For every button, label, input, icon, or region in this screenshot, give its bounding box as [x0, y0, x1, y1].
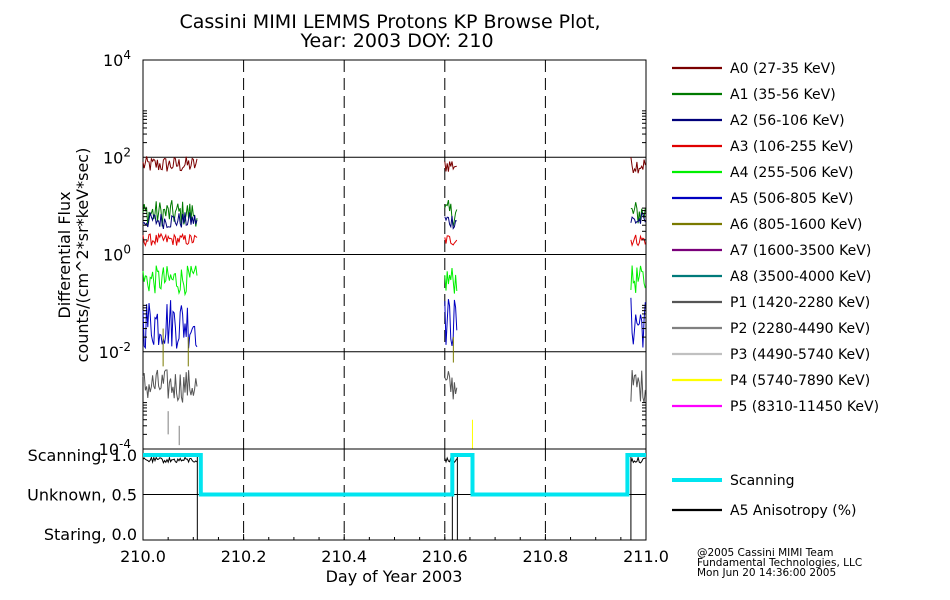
- flux-series-4-segment-1: [444, 268, 458, 294]
- legend-label-13: P5 (8310-11450 KeV): [730, 399, 879, 415]
- mode-legend-label-1: A5 Anisotropy (%): [730, 503, 857, 519]
- flux-series-4-segment-2: [630, 265, 646, 293]
- flux-panel: 10-4 10-2 100 102 104: [99, 48, 647, 459]
- x-axis-ticks: 210.0 210.2 210.4 210.6 210.8 211.0: [120, 534, 669, 566]
- chart-title-line-2: Year: 2003 DOY: 210: [299, 30, 493, 52]
- legend-flux: A0 (27-35 KeV) A1 (35-56 KeV) A2 (56-106 K…: [672, 61, 879, 415]
- anisotropy-segment-2: [630, 455, 646, 464]
- mode-y-ticks: Scanning, 1.0 Unknown, 0.5 Staring, 0.0: [27, 446, 137, 544]
- legend-label-10: P2 (2280-4490 KeV): [730, 321, 870, 337]
- flux-grid: [143, 60, 646, 449]
- x-tick-label-4: 210.8: [522, 547, 568, 566]
- legend-label-12: P4 (5740-7890 KeV): [730, 373, 870, 389]
- flux-series-9-segment-0: [142, 369, 198, 403]
- footer-company: Fundamental Technologies, LLC: [697, 557, 862, 569]
- flux-series-0-segment-0: [142, 156, 198, 172]
- x-tick-label-1: 210.2: [221, 547, 267, 566]
- mode-legend-label-0: Scanning: [730, 473, 795, 489]
- flux-series-4-segment-0: [142, 265, 198, 297]
- flux-series-3-segment-2: [630, 234, 646, 247]
- anisotropy-segment-0: [142, 455, 198, 465]
- scanning-step-line: [143, 453, 646, 497]
- flux-series-2-segment-0: [142, 212, 198, 230]
- flux-series-1-segment-0: [142, 200, 198, 227]
- legend-label-6: A6 (805-1600 KeV): [730, 217, 862, 233]
- chart-title-line-1: Cassini MIMI LEMMS Protons KP Browse Plo…: [179, 11, 600, 33]
- flux-y-tick-label: 100: [103, 243, 131, 265]
- legend-label-8: A8 (3500-4000 KeV): [730, 269, 871, 285]
- flux-y-tick-label: 10-4: [99, 437, 131, 459]
- mode-y-tick-label-2: Staring, 0.0: [44, 525, 137, 544]
- flux-series-3-segment-1: [444, 235, 458, 246]
- legend-label-9: P1 (1420-2280 KeV): [730, 295, 870, 311]
- flux-series-0-segment-2: [630, 157, 646, 174]
- legend-label-2: A2 (56-106 KeV): [730, 113, 845, 129]
- flux-series-3-segment-0: [142, 232, 198, 247]
- x-tick-label-2: 210.4: [321, 547, 367, 566]
- legend-label-7: A7 (1600-3500 KeV): [730, 243, 871, 259]
- legend-mode: Scanning A5 Anisotropy (%): [672, 473, 857, 519]
- legend-label-11: P3 (4490-5740 KeV): [730, 347, 870, 363]
- flux-series-9-segment-1: [444, 371, 458, 400]
- y-axis-label-line-2: counts/(cm^2*sr*keV*sec): [73, 148, 92, 363]
- flux-series-5-segment-0: [142, 300, 198, 350]
- flux-series-9-segment-2: [630, 370, 646, 403]
- flux-series-5-segment-1: [444, 299, 458, 346]
- legend-label-3: A3 (106-255 KeV): [730, 139, 853, 155]
- legend-label-1: A1 (35-56 KeV): [730, 87, 836, 103]
- flux-series-2-segment-1: [444, 215, 457, 230]
- x-tick-label-5: 211.0: [623, 547, 669, 566]
- x-tick-label-3: 210.6: [422, 547, 468, 566]
- flux-y-tick-label: 10-2: [99, 340, 131, 362]
- x-axis-label: Day of Year 2003: [326, 567, 463, 586]
- y-axis-label-line-1: Differential Flux: [55, 191, 74, 318]
- flux-y-tick-label: 102: [103, 145, 131, 167]
- legend-label-4: A4 (255-506 KeV): [730, 165, 853, 181]
- x-tick-label-0: 210.0: [120, 547, 166, 566]
- flux-y-ticks: 10-4 10-2 100 102 104: [99, 48, 646, 459]
- mode-y-tick-label-0: Scanning, 1.0: [28, 446, 137, 465]
- flux-series-5-segment-2: [630, 297, 646, 348]
- flux-series-group: [142, 156, 646, 449]
- legend-label-5: A5 (506-805 KeV): [730, 191, 853, 207]
- footer-timestamp: Mon Jun 20 14:36:00 2005: [697, 567, 836, 579]
- mode-series-group: [142, 453, 646, 540]
- flux-series-0-segment-1: [444, 161, 457, 172]
- legend-label-0: A0 (27-35 KeV): [730, 61, 836, 77]
- mode-panel: Scanning, 1.0 Unknown, 0.5 Staring, 0.0 21…: [27, 446, 669, 566]
- flux-series-1-segment-1: [444, 199, 458, 227]
- footer-copyright: @2005 Cassini MIMI Team: [697, 547, 834, 559]
- flux-y-tick-label: 104: [103, 48, 131, 70]
- mode-y-tick-label-1: Unknown, 0.5: [27, 486, 137, 505]
